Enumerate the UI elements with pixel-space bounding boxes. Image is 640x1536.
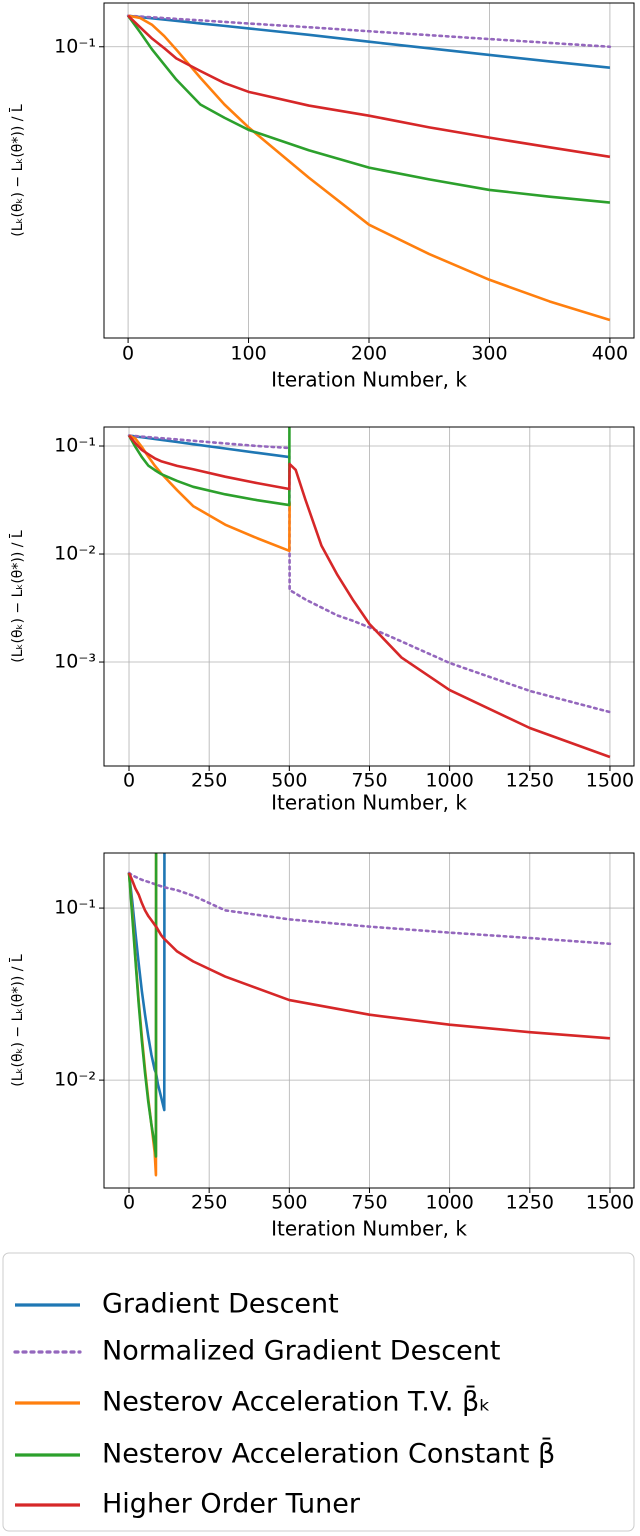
plot-lines: [127, 427, 612, 759]
x-tick-label: 1250: [506, 770, 554, 792]
x-tick-label: 400: [592, 343, 628, 365]
legend-label: Normalized Gradient Descent: [102, 1336, 500, 1367]
series-line: [127, 434, 612, 714]
series-line: [128, 434, 291, 553]
plot-frame: [103, 426, 635, 767]
series-line: [127, 853, 158, 1177]
series-line: [128, 434, 290, 459]
x-tick-label: 500: [271, 1192, 307, 1214]
x-tick-label: 0: [123, 770, 135, 792]
legend-label: Nesterov Acceleration Constant β̄: [102, 1438, 555, 1470]
x-axis-label: Iteration Number, k: [271, 368, 467, 392]
x-axis-label: Iteration Number, k: [271, 791, 467, 815]
plot-lines: [126, 14, 612, 322]
x-tick-label: 1000: [425, 770, 473, 792]
x-tick-label: 1500: [586, 1192, 634, 1214]
series-line: [127, 853, 166, 1112]
x-tick-label: 0: [123, 1192, 135, 1214]
x-tick-label: 250: [191, 1192, 227, 1214]
x-tick-label: 750: [351, 770, 387, 792]
x-tick-label: 500: [271, 770, 307, 792]
plot-lines: [127, 853, 612, 1177]
plot-frame: [103, 852, 635, 1189]
plot-frame: [103, 2, 635, 339]
x-tick-label: 250: [191, 770, 227, 792]
y-tick-label: 10⁻¹: [54, 897, 96, 919]
y-axis-label: (Lₖ(θₖ) − Lₖ(θ*)) / L̄: [8, 530, 26, 663]
y-tick-label: 10⁻²: [54, 1069, 96, 1091]
x-tick-label: 1250: [506, 1192, 554, 1214]
y-tick-label: 10⁻²: [54, 543, 96, 565]
legend-label: Higher Order Tuner: [102, 1489, 361, 1520]
x-tick-label: 750: [351, 1192, 387, 1214]
series-line: [126, 14, 612, 49]
x-tick-label: 100: [230, 343, 266, 365]
x-tick-label: 0: [122, 343, 134, 365]
x-tick-label: 300: [471, 343, 507, 365]
legend-label: Gradient Descent: [102, 1289, 339, 1320]
x-tick-label: 200: [351, 343, 387, 365]
series-line: [127, 14, 611, 204]
y-tick-label: 10⁻¹: [54, 35, 96, 57]
y-axis-label: (Lₖ(θₖ) − Lₖ(θ*)) / L̄: [8, 104, 26, 237]
y-tick-label: 10⁻¹: [54, 435, 96, 457]
series-line: [127, 14, 611, 322]
y-axis-label: (Lₖ(θₖ) − Lₖ(θ*)) / L̄: [8, 954, 26, 1087]
legend-label: Nesterov Acceleration T.V. β̄ₖ: [102, 1386, 491, 1418]
series-line: [127, 853, 158, 1158]
x-tick-label: 1500: [586, 770, 634, 792]
x-axis-label: Iteration Number, k: [271, 1217, 467, 1241]
series-line: [128, 434, 611, 759]
series-line: [127, 14, 611, 159]
series-line: [127, 872, 611, 1040]
legend-box: [2, 1252, 635, 1532]
y-tick-label: 10⁻³: [54, 651, 96, 673]
x-tick-label: 1000: [425, 1192, 473, 1214]
series-line: [127, 871, 612, 946]
series-line: [127, 427, 291, 507]
